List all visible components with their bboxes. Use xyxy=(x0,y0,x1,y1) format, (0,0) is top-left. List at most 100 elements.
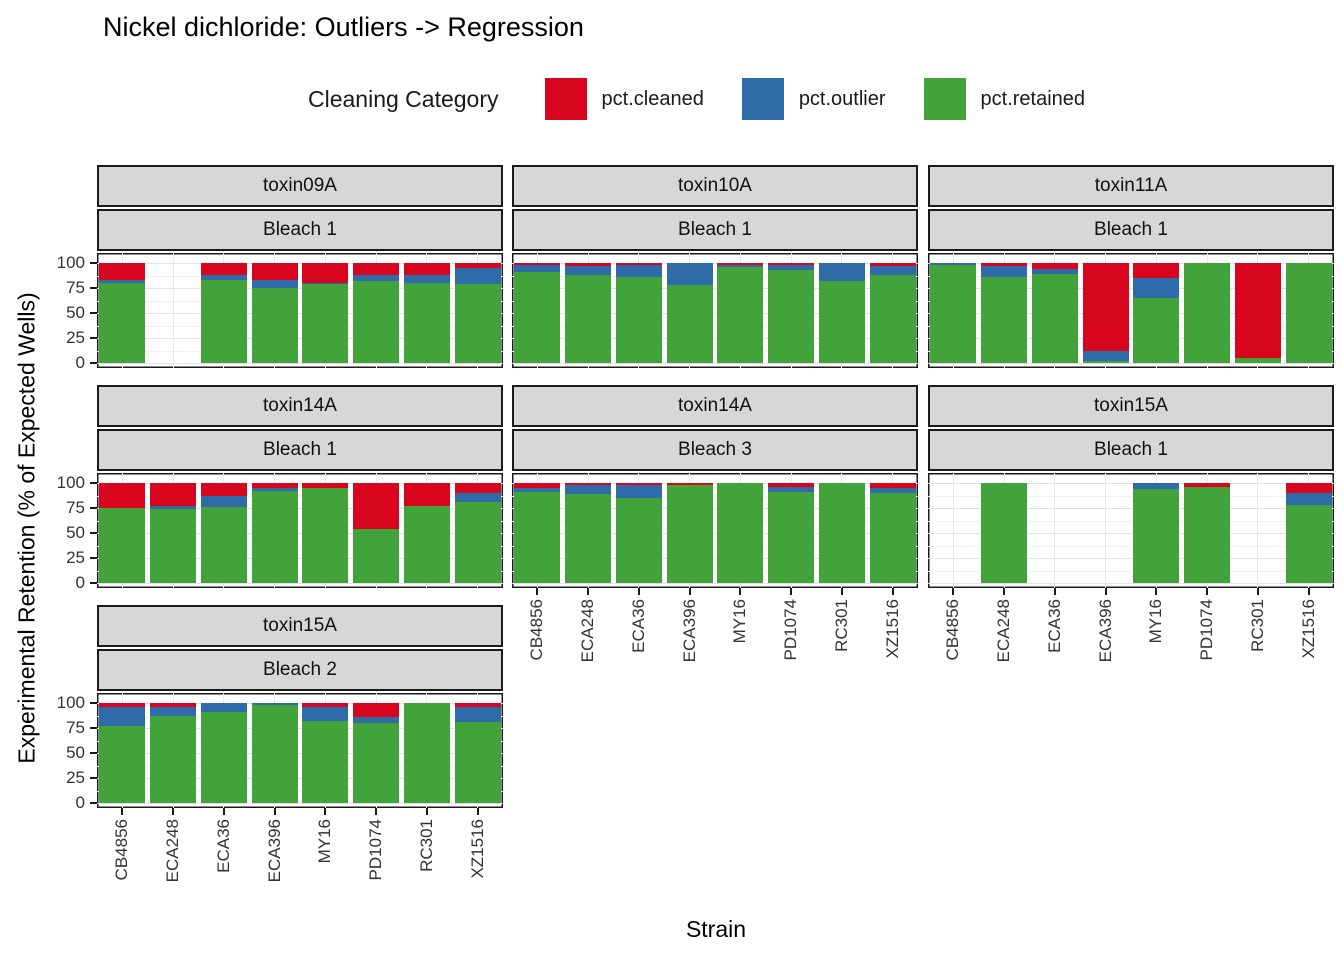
bar-segment-cleaned xyxy=(1031,263,1078,269)
bar-segment-retained xyxy=(717,483,764,583)
legend-swatch-cleaned-icon xyxy=(544,78,587,120)
legend-title: Cleaning Category xyxy=(308,85,499,112)
gridline-minor xyxy=(928,520,1334,522)
y-axis-tick-label: 75 xyxy=(66,498,85,517)
gridline-minor xyxy=(97,495,503,497)
y-axis-tick xyxy=(90,362,97,364)
x-axis-tick-label: ECA396 xyxy=(679,599,699,663)
x-axis-tick-label: RC301 xyxy=(1247,599,1267,652)
legend-swatch-retained-icon xyxy=(923,78,966,120)
facet-strip-bleach: Bleach 1 xyxy=(97,209,503,251)
facet-strip-toxin: toxin15A xyxy=(97,605,503,647)
y-axis-tick xyxy=(90,337,97,339)
bar-segment-retained xyxy=(565,275,612,363)
x-axis-tick xyxy=(587,588,590,595)
gridline-major xyxy=(928,288,1334,289)
bar-segment-cleaned xyxy=(565,263,612,266)
bar-segment-outlier xyxy=(869,488,916,493)
bar-segment-cleaned xyxy=(200,263,247,275)
x-axis-tick xyxy=(172,808,175,815)
bar-segment-cleaned xyxy=(869,263,916,266)
gridline-major xyxy=(97,558,503,559)
x-axis-tick xyxy=(425,808,428,815)
facet-panel xyxy=(97,473,503,588)
legend-swatch-outlier-icon xyxy=(741,78,784,120)
bar-segment-cleaned xyxy=(615,263,662,265)
x-axis-tick xyxy=(1256,588,1259,595)
bar-segment-retained xyxy=(403,703,450,803)
bar-segment-outlier xyxy=(717,265,764,267)
facet-panel xyxy=(512,253,918,368)
facet-panel xyxy=(928,253,1334,368)
y-axis-tick xyxy=(90,262,97,264)
bar-segment-outlier xyxy=(768,487,815,492)
gridline-minor xyxy=(97,790,503,792)
bar-segment-retained xyxy=(302,721,349,803)
bar-segment-retained xyxy=(99,726,146,803)
x-axis-tick xyxy=(1307,588,1310,595)
x-axis-tick-label: CB4856 xyxy=(527,599,547,661)
bar-segment-cleaned xyxy=(99,483,146,508)
bar-segment-retained xyxy=(768,270,815,363)
bar-segment-retained xyxy=(302,284,349,363)
bar-segment-cleaned xyxy=(200,483,247,496)
bar-segment-outlier xyxy=(302,707,349,721)
y-axis-tick xyxy=(90,557,97,559)
bar-segment-retained xyxy=(302,488,349,583)
bar-segment-cleaned xyxy=(717,263,764,265)
gridline-minor xyxy=(97,275,503,277)
x-axis-tick xyxy=(840,588,843,595)
bar-segment-outlier xyxy=(99,280,146,283)
bar-segment-outlier xyxy=(150,506,197,509)
y-axis-tick xyxy=(90,777,97,779)
gridline-minor xyxy=(512,545,918,547)
gridline-minor xyxy=(97,765,503,767)
bar-segment-outlier xyxy=(454,707,501,722)
gridline-minor xyxy=(97,300,503,302)
bar-segment-retained xyxy=(1285,263,1332,363)
gridline-minor xyxy=(928,495,1334,497)
bar-segment-retained xyxy=(403,506,450,583)
gridline-major xyxy=(512,263,918,264)
x-axis-tick-label: ECA36 xyxy=(1044,599,1064,653)
gridline-major xyxy=(928,483,1334,484)
x-axis-tick xyxy=(324,808,327,815)
y-axis-tick xyxy=(90,507,97,509)
y-axis-tick xyxy=(90,702,97,704)
bar-segment-cleaned xyxy=(1234,263,1281,358)
x-axis-tick-label: MY16 xyxy=(1146,599,1166,644)
x-axis-tick-label: ECA396 xyxy=(264,819,284,883)
bar-segment-cleaned xyxy=(981,263,1028,266)
gridline-major xyxy=(97,803,503,804)
legend-label-outlier: pct.outlier xyxy=(798,87,886,110)
bar-segment-outlier xyxy=(403,275,450,283)
bar-segment-outlier xyxy=(768,265,815,270)
y-axis-tick-label: 25 xyxy=(66,328,85,347)
gridline-major xyxy=(512,483,918,484)
y-axis-tick-label: 25 xyxy=(66,548,85,567)
y-axis-tick-label: 50 xyxy=(66,303,85,322)
bar-segment-outlier xyxy=(514,265,561,272)
gridline-vertical xyxy=(1257,473,1259,588)
gridline-vertical xyxy=(952,473,954,588)
x-axis-tick xyxy=(476,808,479,815)
bar-segment-retained xyxy=(251,288,298,363)
gridline-minor xyxy=(512,495,918,497)
x-axis-tick-label: XZ1516 xyxy=(467,819,487,879)
facet-strip-bleach: Bleach 1 xyxy=(512,209,918,251)
legend-label-cleaned: pct.cleaned xyxy=(601,87,704,110)
bar-segment-outlier xyxy=(200,496,247,507)
bar-segment-outlier xyxy=(1031,269,1078,274)
bar-segment-cleaned xyxy=(615,483,662,485)
x-axis-tick xyxy=(536,588,539,595)
gridline-major xyxy=(928,558,1334,559)
gridline-minor xyxy=(97,715,503,717)
y-axis-tick xyxy=(90,582,97,584)
bar-segment-retained xyxy=(99,283,146,363)
bar-segment-cleaned xyxy=(302,703,349,707)
bar-segment-outlier xyxy=(981,266,1028,277)
gridline-major xyxy=(97,313,503,314)
y-axis-tick xyxy=(90,482,97,484)
gridline-major xyxy=(97,508,503,509)
gridline-major xyxy=(928,363,1334,364)
